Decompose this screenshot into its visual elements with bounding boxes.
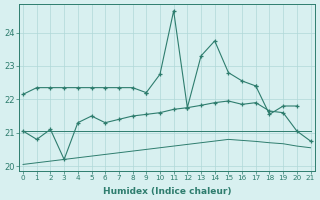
X-axis label: Humidex (Indice chaleur): Humidex (Indice chaleur) (102, 187, 231, 196)
